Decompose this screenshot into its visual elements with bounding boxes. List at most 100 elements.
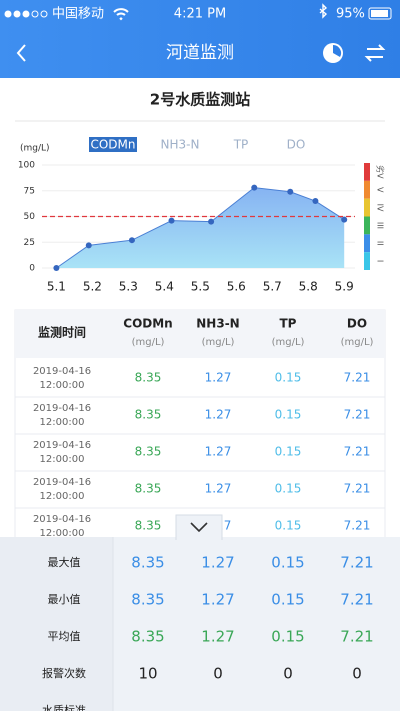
battery-icon — [368, 7, 392, 20]
row-date: 2019-04-16 — [33, 403, 91, 414]
summary-value: 7.21 — [340, 628, 373, 646]
y-tick-label: 100 — [18, 161, 35, 171]
battery-level — [371, 10, 388, 17]
cell-value: 7.21 — [344, 519, 371, 533]
cell-value: 0.15 — [275, 482, 302, 496]
battery-text: 95% — [336, 7, 365, 22]
data-point — [251, 184, 258, 191]
summary-label: 水质标准 — [42, 703, 86, 711]
cell-value: 0.15 — [275, 445, 302, 459]
summary-value: 8.35 — [131, 628, 164, 646]
y-tick-label: 75 — [24, 186, 35, 196]
row-time: 12:00:00 — [40, 417, 85, 428]
data-point — [53, 265, 60, 271]
cell-value: 1.27 — [205, 371, 232, 385]
summary-label-col — [0, 537, 113, 711]
data-point — [312, 198, 319, 205]
grade-swatch — [364, 180, 370, 199]
cell-value: 8.35 — [135, 408, 162, 422]
cell-value: 7.21 — [344, 445, 371, 459]
x-tick-label: 5.1 — [47, 280, 66, 294]
station-name: 2号水质监测站 — [150, 91, 250, 109]
column-header: NH3-N — [196, 317, 239, 331]
row-date: 2019-04-16 — [33, 477, 91, 488]
area-fill — [56, 187, 345, 268]
column-unit: (mg/L) — [202, 337, 235, 348]
summary-value: 0.15 — [271, 628, 304, 646]
summary-value: 1.27 — [201, 591, 234, 609]
switch-button[interactable] — [364, 44, 386, 62]
data-point — [287, 188, 294, 195]
cell-value: 1.27 — [205, 445, 232, 459]
column-unit: (mg/L) — [132, 337, 165, 348]
summary-value: 0 — [352, 665, 362, 683]
tab[interactable]: DO — [287, 138, 306, 152]
collapse-chevron — [190, 522, 208, 533]
row-time: 12:00:00 — [40, 380, 85, 391]
column-header: DO — [347, 317, 367, 331]
header-bg — [0, 0, 400, 78]
x-tick-label: 5.5 — [191, 280, 210, 294]
summary-value: 1.27 — [201, 628, 234, 646]
summary-value: 0 — [283, 665, 293, 683]
carrier: 中国移动 — [52, 7, 104, 22]
data-point — [85, 242, 92, 249]
back-button[interactable] — [16, 44, 26, 62]
collapse-tab[interactable] — [175, 514, 223, 540]
x-tick-label: 5.3 — [119, 280, 138, 294]
grade-swatch — [364, 234, 370, 253]
summary-value: 0.15 — [271, 591, 304, 609]
wifi-icon — [113, 8, 129, 21]
summary-value: 10 — [138, 665, 157, 683]
x-tick-label: 5.7 — [263, 280, 282, 294]
grade-label: II — [376, 241, 385, 246]
x-tick-label: 5.2 — [83, 280, 102, 294]
grade-swatch — [364, 216, 370, 235]
row-date: 2019-04-16 — [33, 514, 91, 525]
row-time: 12:00:00 — [40, 491, 85, 502]
signal — [4, 10, 48, 18]
column-unit: (mg/L) — [272, 337, 305, 348]
cell-value: 8.35 — [135, 519, 162, 533]
tab[interactable]: CODMn — [90, 138, 135, 152]
cell-value: 1.27 — [205, 408, 232, 422]
column-header: 监测时间 — [38, 325, 86, 340]
summary-value: 0 — [213, 665, 223, 683]
summary-value: 1.27 — [201, 554, 234, 572]
data-point — [168, 217, 175, 224]
summary-label: 最大值 — [48, 555, 81, 569]
row-date: 2019-04-16 — [33, 366, 91, 377]
column-header: CODMn — [123, 317, 172, 331]
clock: 4:21 PM — [174, 7, 226, 22]
cell-value: 8.35 — [135, 482, 162, 496]
column-header: TP — [280, 317, 297, 331]
data-point — [208, 218, 215, 225]
summary-value: 7.21 — [340, 554, 373, 572]
cell-value: 1.27 — [205, 482, 232, 496]
cell-value: 7.21 — [344, 408, 371, 422]
y-axis-label: (mg/L) — [20, 144, 50, 154]
grade-swatch — [364, 163, 370, 181]
grade-swatch — [364, 198, 370, 217]
tab-selected-bg — [89, 137, 137, 152]
cell-value: 7.21 — [344, 371, 371, 385]
summary-value: 0.15 — [271, 554, 304, 572]
cell-value: 7.21 — [344, 482, 371, 496]
grade-label: IV — [376, 204, 385, 212]
cell-value: 0.15 — [275, 519, 302, 533]
x-tick-label: 5.9 — [335, 280, 354, 294]
summary-label: 平均值 — [48, 630, 81, 643]
row-time: 12:00:00 — [40, 528, 85, 539]
data-point — [128, 237, 135, 244]
cell-value: 8.35 — [135, 371, 162, 385]
history-button[interactable] — [323, 43, 343, 63]
tab[interactable]: TP — [233, 138, 249, 152]
summary-label: 报警次数 — [42, 666, 86, 680]
tab[interactable]: NH3-N — [161, 138, 200, 152]
cell-value: 8.35 — [135, 445, 162, 459]
grade-label: III — [376, 222, 385, 229]
grade-label: I — [376, 260, 385, 262]
summary-value: 8.35 — [131, 554, 164, 572]
data-point — [341, 216, 348, 223]
